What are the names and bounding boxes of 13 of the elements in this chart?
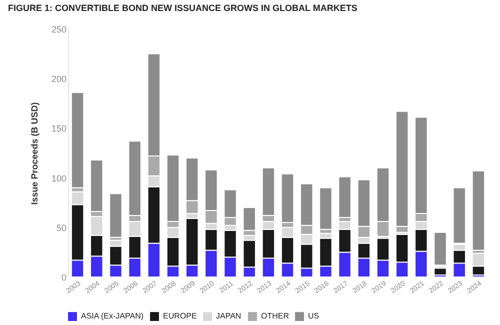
legend-label: EUROPE bbox=[163, 312, 197, 321]
legend-label: OTHER bbox=[261, 312, 290, 321]
chart-title: FIGURE 1: CONVERTIBLE BOND NEW ISSUANCE GROWS IN GLOBAL MARKETS bbox=[8, 3, 358, 13]
y-axis-title: Issue Proceeds (B USD) bbox=[29, 102, 40, 205]
y-tick-label: 150 bbox=[51, 124, 66, 134]
y-tick-label: 100 bbox=[51, 173, 66, 184]
legend-label: US bbox=[308, 312, 320, 321]
y-tick-label: 250 bbox=[51, 24, 66, 34]
y-tick-label: 200 bbox=[51, 74, 66, 84]
legend-label: JAPAN bbox=[216, 312, 242, 321]
y-tick-label: 0 bbox=[61, 272, 66, 282]
y-tick-label: 50 bbox=[56, 222, 66, 233]
legend-label: ASIA (Ex-JAPAN) bbox=[81, 312, 144, 321]
